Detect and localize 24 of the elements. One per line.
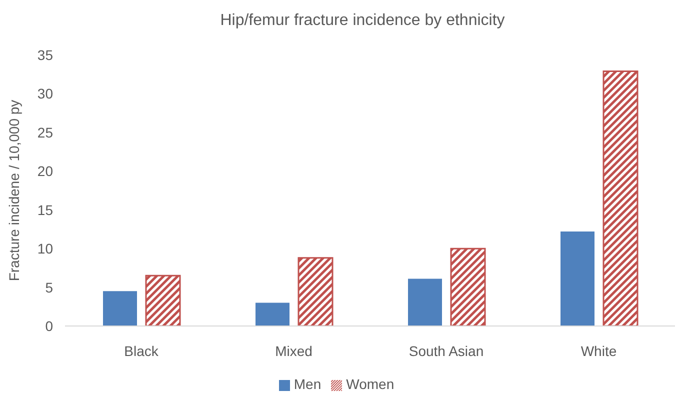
chart-title: Hip/femur fracture incidence by ethnicity [219,11,506,31]
bar [145,274,181,326]
bar [103,291,137,326]
bar [298,257,334,326]
bar [256,302,290,326]
bar [560,232,594,326]
bar [408,278,442,326]
legend-label: Men [294,376,322,392]
y-axis-title: Fracture incidene / 10,000 py [6,100,22,282]
x-tick-label: White [580,342,617,359]
bar [602,70,638,326]
x-tick-label: Mixed [275,342,312,359]
y-tick-label: 20 [37,163,54,180]
y-tick-label: 15 [37,202,54,218]
y-tick-label: 0 [45,318,54,334]
x-tick-label: Black [124,342,160,359]
y-tick-label: 10 [37,240,54,257]
y-tick-label: 5 [45,279,54,296]
y-tick-label: 35 [37,46,54,63]
bar [450,248,486,326]
legend-label: Women [346,376,394,392]
x-tick-label: South Asian [408,342,484,359]
y-tick-label: 30 [37,86,54,102]
y-tick-label: 25 [37,124,54,140]
